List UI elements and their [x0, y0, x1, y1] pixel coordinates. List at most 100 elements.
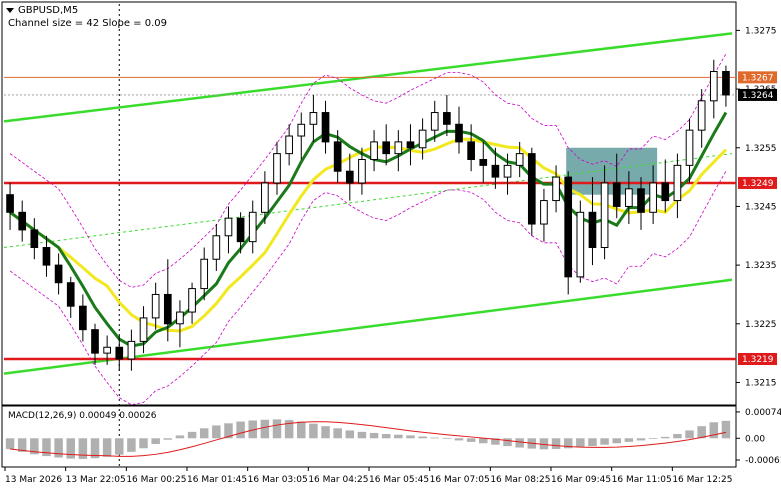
- candle-body: [6, 194, 14, 213]
- candle-body: [697, 100, 706, 131]
- candle-body: [418, 129, 427, 149]
- macd-bar: [224, 423, 233, 439]
- candle: [297, 112, 306, 160]
- candle: [527, 147, 536, 236]
- candle: [612, 153, 621, 219]
- candle: [176, 300, 184, 348]
- candle-body: [333, 141, 342, 172]
- candle: [79, 294, 87, 342]
- candle-body: [163, 293, 172, 325]
- candle: [151, 282, 160, 330]
- price-tick-label: 1.3245: [745, 202, 777, 212]
- macd-bar: [236, 421, 245, 439]
- candle: [382, 124, 391, 166]
- macd-bar: [139, 438, 148, 449]
- macd-bar: [284, 420, 294, 439]
- candle: [540, 188, 548, 242]
- candle-body: [297, 123, 306, 137]
- macd-bar: [563, 438, 573, 449]
- candle: [418, 118, 427, 160]
- price-axis: 1.32751.32651.32551.32451.32351.32251.32…: [736, 26, 777, 388]
- macd-bar: [42, 438, 51, 457]
- candle: [394, 130, 403, 172]
- macd-bar: [321, 426, 330, 439]
- candle-body: [479, 158, 488, 166]
- candle: [467, 124, 475, 172]
- macd-bar: [588, 438, 597, 447]
- macd-tick-label: 0.00074: [745, 408, 781, 418]
- candle-body: [527, 153, 536, 225]
- macd-bar: [491, 438, 500, 445]
- candle-body: [79, 305, 87, 331]
- macd-bar: [648, 438, 658, 439]
- price-tick-label: 1.3275: [745, 26, 777, 36]
- candle-body: [91, 329, 99, 354]
- candle: [236, 212, 245, 254]
- highlight-box: [566, 147, 658, 195]
- macd-bar: [721, 420, 731, 439]
- macd-bar: [151, 438, 160, 444]
- candle-body: [273, 153, 281, 184]
- macd-bar: [5, 438, 15, 449]
- support-tag-label: 1.3219: [742, 355, 774, 365]
- candle: [66, 276, 75, 318]
- candle: [127, 329, 136, 371]
- candle: [248, 200, 257, 254]
- time-tick-label: 16 Mar 05:45: [369, 475, 429, 485]
- candle: [406, 124, 415, 166]
- macd-bar: [54, 438, 63, 458]
- macd-bar: [661, 436, 670, 439]
- candle-body: [139, 317, 148, 342]
- macd-bar: [600, 438, 609, 445]
- candle: [163, 259, 172, 342]
- candle-body: [394, 141, 403, 155]
- macd-panel-frame: [1, 405, 737, 468]
- candle: [564, 171, 573, 295]
- candle-body: [212, 235, 221, 260]
- candle: [661, 159, 670, 213]
- candle: [455, 106, 463, 154]
- candle: [18, 200, 27, 242]
- macd-bar: [454, 438, 464, 441]
- candle: [479, 141, 488, 183]
- candle: [261, 171, 269, 225]
- macd-bar: [78, 438, 88, 459]
- candle-body: [66, 282, 75, 307]
- envelope-bands: [9, 53, 727, 406]
- channel-mid-line: [3, 153, 733, 249]
- candle-body: [115, 346, 124, 360]
- candle-body: [709, 70, 718, 102]
- macd-bar: [345, 430, 355, 439]
- macd-bar: [539, 438, 549, 450]
- price-tick-label: 1.3235: [745, 261, 777, 271]
- candle: [722, 65, 730, 107]
- candle-body: [370, 141, 378, 160]
- time-tick-label: 16 Mar 03:05: [248, 475, 308, 485]
- time-tick-label: 16 Mar 12:25: [672, 475, 732, 485]
- candle-body: [552, 176, 560, 202]
- candle: [139, 306, 148, 354]
- macd-bar: [260, 419, 270, 439]
- candle-body: [503, 164, 512, 178]
- candle-body: [637, 188, 645, 213]
- candle: [6, 182, 14, 230]
- candle: [685, 118, 694, 183]
- candle: [697, 89, 706, 148]
- dropdown-arrow-icon[interactable]: [6, 8, 14, 13]
- level-top-tag: [738, 71, 777, 84]
- candle: [576, 200, 585, 283]
- candle-body: [224, 217, 233, 237]
- upper-band: [9, 53, 727, 288]
- candle-body: [309, 112, 318, 125]
- candle-body: [103, 346, 111, 354]
- macd-bar: [212, 425, 221, 439]
- candle: [515, 141, 524, 178]
- candle-body: [382, 141, 391, 155]
- candle: [491, 147, 500, 189]
- lower-band: [9, 171, 727, 406]
- candle: [588, 177, 597, 266]
- time-tick-label: 16 Mar 01:45: [187, 475, 247, 485]
- candle: [273, 141, 281, 195]
- candle-body: [151, 293, 160, 319]
- candle-body: [236, 217, 245, 243]
